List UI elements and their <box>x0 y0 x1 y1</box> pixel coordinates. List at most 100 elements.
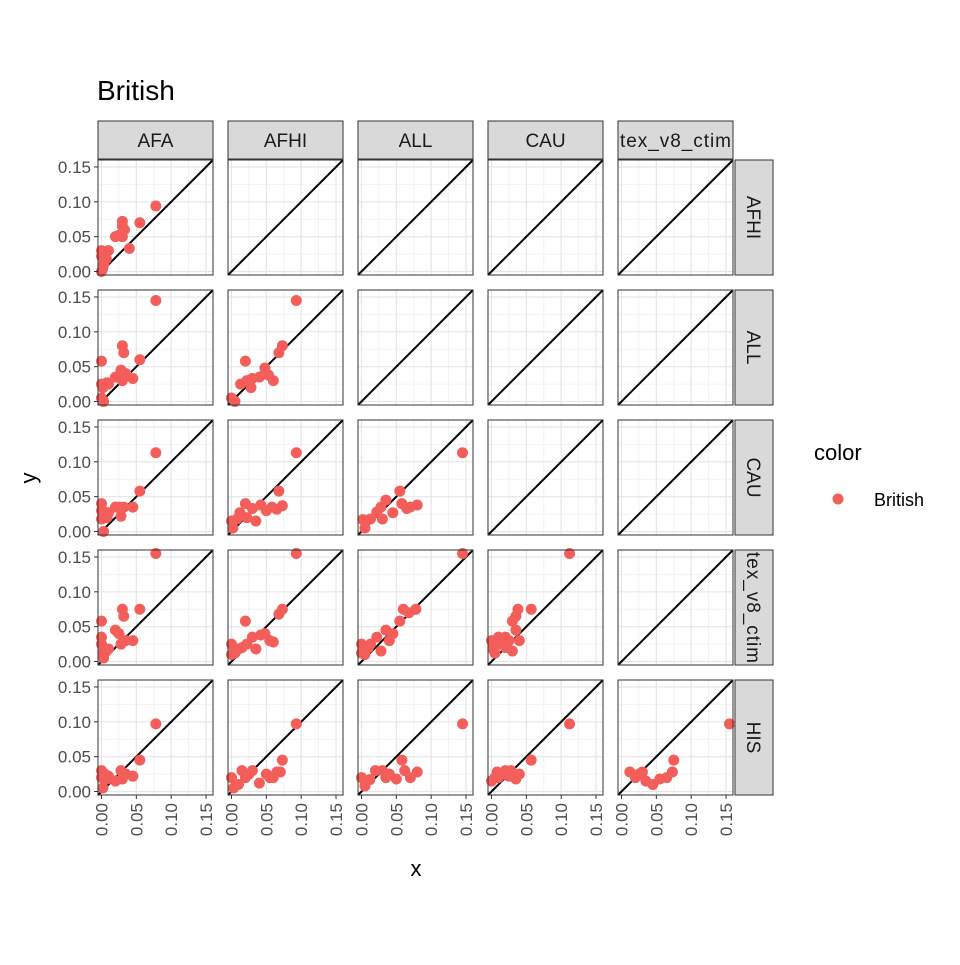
data-point <box>118 347 130 359</box>
column-strip-box <box>487 120 604 160</box>
facet-panel <box>617 289 734 406</box>
y-axis-title: y <box>16 473 41 484</box>
facet-panel <box>95 679 214 796</box>
data-point <box>503 635 515 647</box>
reference-line <box>487 419 604 536</box>
facet-panel <box>617 419 734 536</box>
data-point <box>387 507 399 519</box>
data-point <box>276 754 288 766</box>
data-point <box>95 355 107 367</box>
data-point <box>118 501 130 513</box>
column-strip-label: tex_v8_ctim <box>620 131 731 152</box>
data-point <box>95 615 107 627</box>
panel-border <box>487 419 604 536</box>
data-point <box>267 636 279 648</box>
data-point <box>668 754 680 766</box>
x-tick-label: 0.00 <box>352 803 371 836</box>
data-point <box>97 262 109 274</box>
data-point <box>123 243 135 255</box>
legend-title: color <box>814 440 862 465</box>
data-point <box>489 647 501 659</box>
data-point <box>512 603 524 615</box>
data-point <box>724 718 736 730</box>
panel-border <box>357 159 474 276</box>
data-point <box>127 501 139 513</box>
row-strip: CAU <box>734 419 774 536</box>
data-point <box>276 603 288 615</box>
facet-panel <box>357 419 474 536</box>
reference-line <box>357 289 474 406</box>
y-tick-label: 0.00 <box>58 393 91 412</box>
data-point <box>134 485 146 497</box>
x-tick-label: 0.15 <box>717 803 736 836</box>
data-point <box>241 512 253 524</box>
panel-border <box>227 679 344 796</box>
panel-border <box>357 419 474 536</box>
reference-line <box>617 549 734 666</box>
data-point <box>118 610 130 622</box>
data-point <box>232 779 244 791</box>
row-strip-box <box>734 289 774 406</box>
data-point <box>636 766 648 778</box>
facet-panel <box>95 159 214 278</box>
x-tick-label: 0.05 <box>387 803 406 836</box>
data-point <box>227 522 239 534</box>
y-tick-label: 0.00 <box>58 263 91 282</box>
column-strip: AFA <box>97 120 214 160</box>
facet-panel <box>617 159 734 276</box>
facet-panel <box>95 547 214 666</box>
column-strip-label: AFHI <box>264 131 307 152</box>
column-strip-box <box>97 120 214 160</box>
y-tick-label: 0.05 <box>58 488 91 507</box>
data-point <box>290 718 302 730</box>
data-point <box>394 615 406 627</box>
row-strip: ALL <box>734 289 774 406</box>
data-point <box>273 485 285 497</box>
facet-panel <box>355 547 474 666</box>
x-tick-label: 0.10 <box>162 803 181 836</box>
panel-border <box>617 159 734 276</box>
data-point <box>150 718 162 730</box>
chart-title: British <box>97 75 175 106</box>
data-point <box>134 603 146 615</box>
data-point <box>102 643 114 655</box>
x-tick-label: 0.10 <box>292 803 311 836</box>
facet-panel <box>95 419 214 538</box>
data-point <box>411 766 423 778</box>
facet-panel <box>95 289 214 408</box>
x-tick-label: 0.05 <box>257 803 276 836</box>
panel-border <box>97 159 214 276</box>
facet-panel <box>357 159 474 276</box>
data-point <box>510 624 522 636</box>
column-strip-box <box>357 120 474 160</box>
panel-border <box>97 679 214 796</box>
reference-line <box>357 159 474 276</box>
reference-line <box>617 419 734 536</box>
data-point <box>245 382 257 394</box>
data-point <box>375 645 387 657</box>
panel-border <box>97 549 214 666</box>
row-strip: AFHI <box>734 159 774 276</box>
data-point <box>410 603 422 615</box>
column-strip-label: ALL <box>399 131 433 152</box>
data-point <box>274 766 286 778</box>
data-point <box>267 375 279 387</box>
data-point <box>98 526 110 538</box>
reference-line <box>617 159 734 276</box>
y-tick-label: 0.00 <box>58 653 91 672</box>
row-strip-box <box>734 419 774 536</box>
data-point <box>239 615 251 627</box>
panel-border <box>357 549 474 666</box>
facet-panel <box>617 679 736 796</box>
data-point <box>513 768 525 780</box>
y-tick-label: 0.10 <box>58 583 91 602</box>
facet-panel <box>355 679 474 796</box>
data-point <box>525 754 537 766</box>
column-strip-box <box>227 120 344 160</box>
row-strip-box <box>734 679 774 796</box>
panel-border <box>617 289 734 406</box>
y-tick-label: 0.10 <box>58 713 91 732</box>
data-point <box>100 253 112 265</box>
data-point <box>225 772 237 784</box>
